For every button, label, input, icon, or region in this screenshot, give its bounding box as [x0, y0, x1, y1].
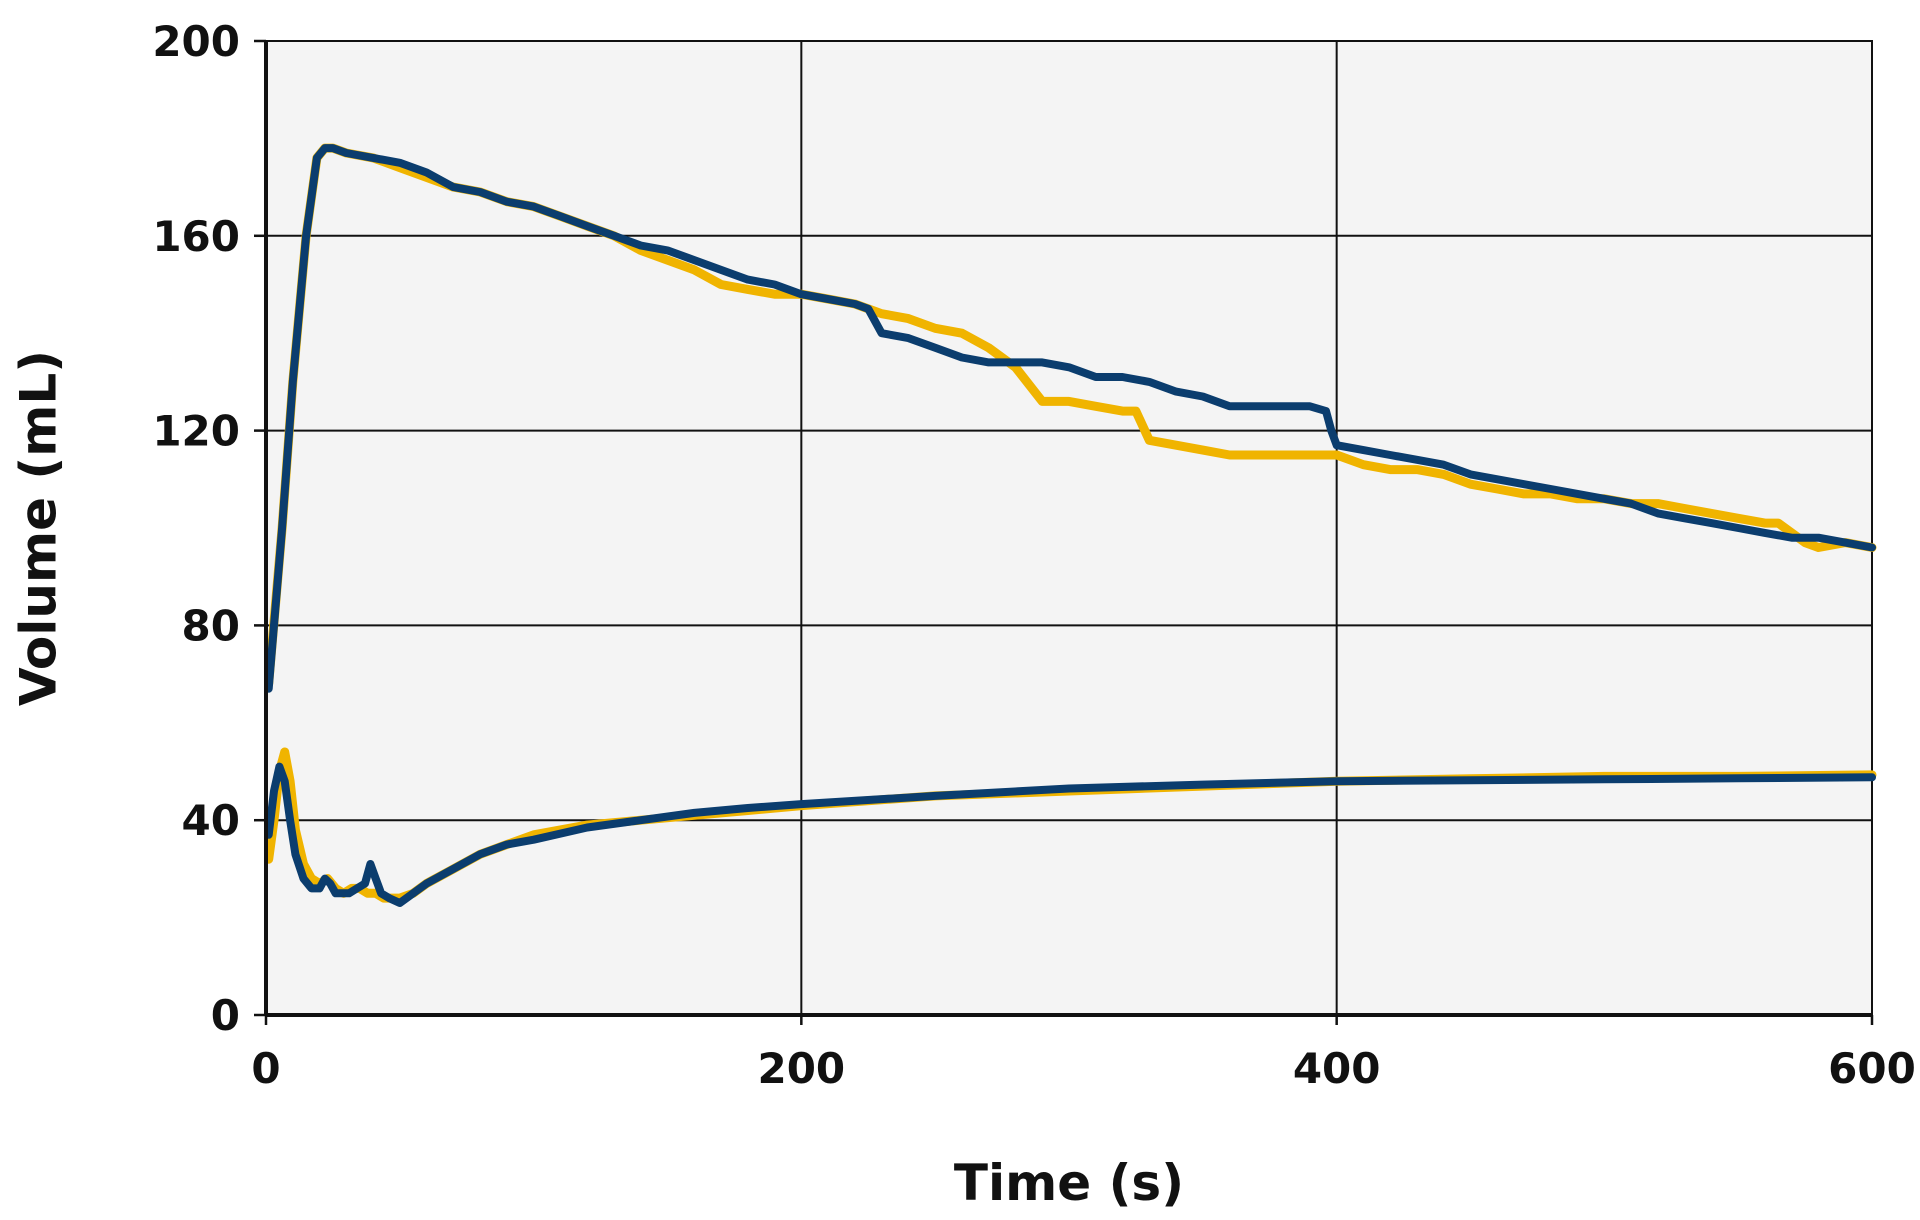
- plot-area: [265, 40, 1873, 1016]
- y-tick-label: 80: [182, 601, 240, 650]
- series-line-4: [264, 762, 1876, 907]
- y-axis-title: Volume (mL): [10, 350, 68, 706]
- axes: [254, 39, 1874, 1025]
- x-axis-title: Time (s): [954, 1154, 1184, 1212]
- y-tick-label: 200: [152, 17, 240, 66]
- x-tick-label: 0: [251, 1044, 280, 1093]
- series-layer: [264, 143, 1877, 907]
- x-tick-labels: 0 200 400 600: [251, 1044, 1915, 1093]
- y-tick-label: 0: [211, 991, 240, 1040]
- y-tick-label: 120: [152, 407, 240, 456]
- x-tick-label: 200: [757, 1044, 845, 1093]
- x-tick-label: 600: [1828, 1044, 1916, 1093]
- grid: [266, 40, 1873, 1015]
- y-tick-labels: 0 40 80 120 160 200: [152, 17, 240, 1040]
- y-tick-label: 160: [152, 212, 240, 261]
- x-tick-label: 400: [1293, 1044, 1381, 1093]
- y-tick-label: 40: [182, 796, 240, 845]
- series-line-2: [264, 144, 1876, 693]
